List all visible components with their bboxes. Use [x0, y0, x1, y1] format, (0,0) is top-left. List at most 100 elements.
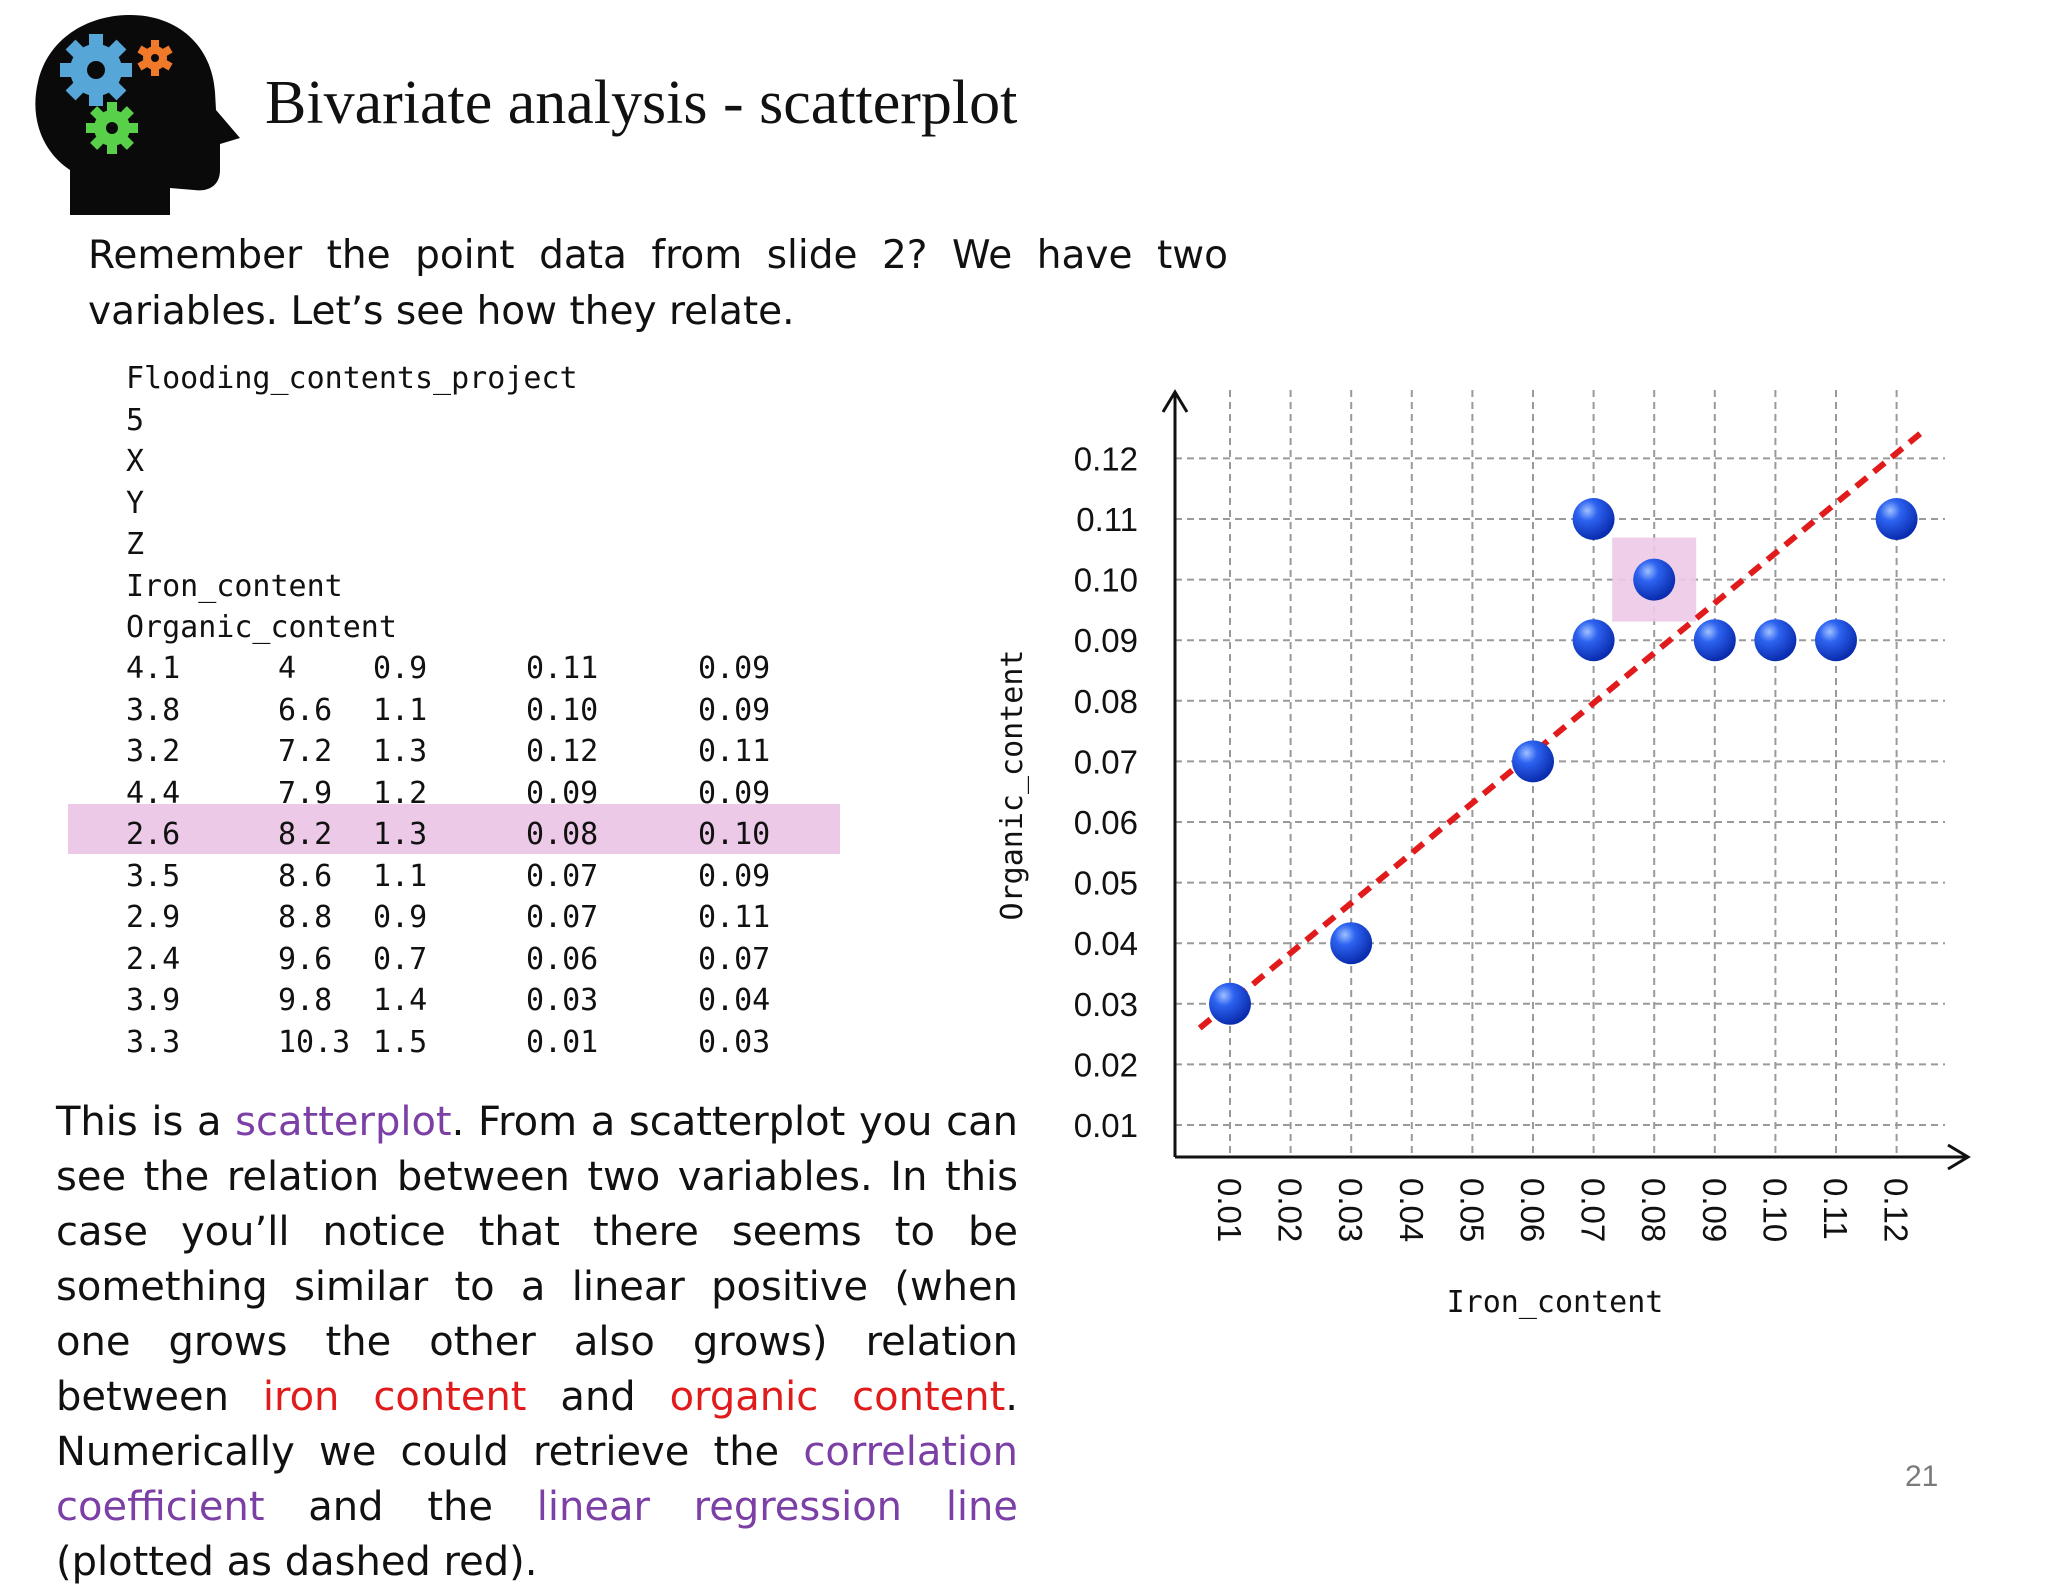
data-cell: 1.3	[373, 817, 428, 852]
data-cell: 0.08	[526, 817, 599, 852]
data-row: 3.5 8.6 1.1 0.07 0.09	[126, 856, 826, 898]
highlighted-row	[68, 804, 840, 854]
chart-labels: 0.01 0.02 0.03 0.04 0.05 0.06 0.07 0.08 0.09 0.10…	[995, 440, 1915, 1320]
data-cell: 7.9	[278, 775, 333, 811]
chart-grid	[1175, 390, 1945, 1157]
data-cell: 1.1	[373, 692, 428, 728]
data-row: 2.9 8.8 0.9 0.07 0.11	[126, 897, 826, 939]
y-tick-label: 0.02	[1074, 1046, 1138, 1083]
data-point	[1815, 619, 1857, 662]
y-tick-label: 0.11	[1076, 501, 1138, 538]
data-cell: 8.8	[278, 900, 333, 935]
data-point	[1572, 619, 1615, 662]
data-cell: 9.6	[278, 941, 333, 977]
data-cell: 0.09	[698, 775, 771, 811]
data-cell: 0.04	[698, 983, 771, 1018]
y-tick-label: 0.06	[1074, 804, 1138, 841]
chart-points	[1209, 498, 1918, 1025]
data-cell: 1.2	[373, 775, 428, 811]
body-text-part: . From a scatterplot you can see the rel…	[56, 1099, 1018, 1420]
data-row: 2.4 9.6 0.7 0.06 0.07	[126, 939, 826, 981]
x-axis-arrow	[1947, 1143, 1971, 1171]
data-cell: 1.1	[373, 858, 428, 894]
data-cell: 0.09	[698, 692, 771, 728]
data-cell: 2.4	[126, 941, 181, 977]
x-tick-label: 0.02	[1272, 1178, 1309, 1242]
data-cell: 0.10	[698, 817, 771, 852]
x-tick-label: 0.08	[1635, 1178, 1672, 1242]
y-tick-label: 0.08	[1074, 683, 1138, 720]
file-line: Organic_content	[126, 610, 397, 645]
data-cell: 1.3	[373, 734, 428, 769]
x-axis-title: Iron_content	[1447, 1285, 1664, 1320]
data-cell: 0.11	[526, 651, 599, 686]
keyword-organic-content: organic content	[669, 1374, 1006, 1420]
data-cell: 3.9	[126, 983, 181, 1018]
y-tick-label: 0.10	[1074, 562, 1138, 599]
page-number: 21	[1905, 1460, 1939, 1493]
file-line: Z	[126, 527, 145, 562]
data-cell: 7.2	[278, 734, 333, 769]
data-cell: 0.03	[526, 983, 599, 1018]
data-cell: 1.4	[373, 983, 428, 1018]
x-tick-label: 0.04	[1393, 1178, 1430, 1242]
data-row: 3.2 7.2 1.3 0.12 0.11	[126, 731, 826, 773]
data-cell: 0.06	[526, 941, 599, 977]
data-cell: 0.09	[698, 858, 771, 894]
y-tick-label: 0.07	[1074, 743, 1138, 780]
x-tick-label: 0.06	[1514, 1178, 1551, 1242]
data-cell: 0.10	[526, 692, 599, 728]
file-line: Iron_content	[126, 568, 343, 604]
x-tick-label: 0.10	[1756, 1178, 1793, 1242]
y-axis-title: Organic_content	[995, 650, 1030, 921]
data-cell: 3.8	[126, 692, 181, 728]
data-cell: 0.01	[526, 1024, 599, 1060]
y-tick-label: 0.04	[1074, 925, 1138, 962]
keyword-iron-content: iron content	[262, 1374, 527, 1420]
slide-title: Bivariate analysis - scatterplot	[265, 69, 1018, 137]
body-text-part: and the	[264, 1484, 537, 1530]
chart-axes	[1161, 389, 1971, 1171]
data-cell: 0.07	[526, 900, 599, 935]
data-cell: 10.3	[278, 1024, 351, 1060]
data-cell: 4.1	[126, 651, 181, 686]
data-point	[1330, 922, 1373, 965]
data-cell: 0.09	[698, 651, 771, 686]
data-point	[1633, 558, 1676, 601]
data-point	[1572, 498, 1615, 540]
x-tick-label: 0.05	[1453, 1178, 1490, 1242]
data-row: 3.8 6.6 1.1 0.10 0.09	[126, 690, 826, 732]
data-cell: 6.6	[278, 692, 333, 728]
data-point	[1875, 498, 1918, 540]
data-cell: 0.12	[526, 734, 599, 769]
body-text-part: This is a	[56, 1099, 236, 1145]
data-point	[1693, 619, 1736, 662]
file-line: Y	[126, 485, 145, 521]
data-file-listing: Flooding_contents_project 5 X Y Z Iron_c…	[126, 358, 770, 1060]
data-cell: 0.7	[373, 941, 428, 977]
data-row: 3.9 9.8 1.4 0.03 0.04	[126, 980, 826, 1022]
data-row: 2.6 8.2 1.3 0.08 0.10	[126, 814, 826, 856]
brain-gears-icon	[35, 15, 240, 215]
keyword-linear-regression-line: linear regression line	[536, 1484, 1019, 1530]
data-point	[1754, 619, 1797, 662]
file-line: 5	[126, 402, 145, 438]
data-cell: 2.6	[126, 817, 181, 852]
x-tick-label: 0.11	[1817, 1178, 1854, 1240]
body-text-part: and	[526, 1374, 670, 1420]
x-tick-label: 0.07	[1575, 1178, 1612, 1242]
x-tick-label: 0.03	[1332, 1178, 1369, 1242]
body-text-part: . Numerically we could retrieve the	[56, 1374, 1018, 1475]
data-cell: 2.9	[126, 900, 181, 935]
y-axis-arrow	[1161, 389, 1189, 413]
x-tick-label: 0.09	[1696, 1178, 1733, 1242]
x-tick-label: 0.01	[1211, 1178, 1248, 1242]
data-point	[1209, 982, 1251, 1025]
data-cell: 3.3	[126, 1024, 181, 1060]
x-tick-label: 0.12	[1878, 1178, 1915, 1242]
data-cell: 3.2	[126, 734, 181, 769]
data-point	[1512, 740, 1554, 783]
y-tick-label: 0.03	[1074, 986, 1138, 1023]
file-line: X	[126, 444, 145, 479]
chart-regression	[1197, 425, 1929, 1031]
